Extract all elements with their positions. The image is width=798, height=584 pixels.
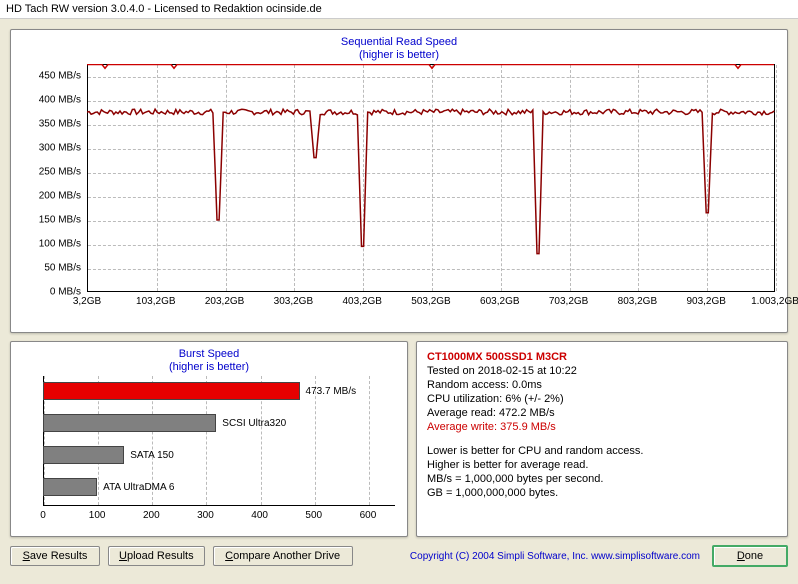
x-tick-label: 403,2GB: [342, 296, 381, 307]
x-tick-label: 103,2GB: [136, 296, 175, 307]
sequential-chart-panel: Sequential Read Speed (higher is better)…: [10, 29, 788, 333]
avg-read: Average read: 472.2 MB/s: [427, 406, 777, 420]
x-tick-label: 203,2GB: [205, 296, 244, 307]
x-tick-label: 703,2GB: [549, 296, 588, 307]
burst-chart-panel: Burst Speed (higher is better) 010020030…: [10, 341, 408, 537]
burst-x-tick: 0: [40, 510, 46, 521]
burst-bar: SCSI Ultra320: [43, 414, 286, 432]
burst-x-tick: 600: [360, 510, 377, 521]
burst-x-tick: 200: [143, 510, 160, 521]
y-tick-label: 450 MB/s: [11, 71, 81, 82]
burst-bar: ATA UltraDMA 6: [43, 478, 174, 496]
x-tick-label: 503,2GB: [411, 296, 450, 307]
x-tick-label: 1.003,2GB: [751, 296, 798, 307]
cpu-util: CPU utilization: 6% (+/- 2%): [427, 392, 777, 406]
x-tick-label: 803,2GB: [618, 296, 657, 307]
sequential-plot-area: 0 MB/s 50 MB/s 100 MB/s 150 MB/s 200 MB/s 250…: [11, 30, 787, 332]
x-tick-label: 903,2GB: [686, 296, 725, 307]
note-3: MB/s = 1,000,000 bytes per second.: [427, 472, 777, 486]
burst-plot-area: 0 100 200 300 400 500 600 473.7 MB/s SCSI Ultra3…: [11, 342, 407, 536]
y-tick-label: 250 MB/s: [11, 167, 81, 178]
upload-results-button[interactable]: Upload Results: [108, 546, 205, 566]
save-results-button[interactable]: Save Results: [10, 546, 100, 566]
tested-on: Tested on 2018-02-15 at 10:22: [427, 364, 777, 378]
main-content: Sequential Read Speed (higher is better)…: [0, 19, 798, 577]
window-titlebar: HD Tach RW version 3.0.4.0 - Licensed to…: [0, 0, 798, 19]
note-4: GB = 1,000,000,000 bytes.: [427, 486, 777, 500]
done-button[interactable]: Done: [712, 545, 788, 567]
y-tick-label: 100 MB/s: [11, 239, 81, 250]
burst-bar: 473.7 MB/s: [43, 382, 356, 400]
drive-name: CT1000MX 500SSD1 M3CR: [427, 350, 777, 364]
info-panel: CT1000MX 500SSD1 M3CR Tested on 2018-02-…: [416, 341, 788, 537]
y-tick-label: 0 MB/s: [11, 287, 81, 298]
y-tick-label: 300 MB/s: [11, 143, 81, 154]
y-tick-label: 150 MB/s: [11, 215, 81, 226]
bar-fill: [43, 414, 216, 432]
bar-label: SCSI Ultra320: [222, 418, 286, 429]
bar-label: 473.7 MB/s: [306, 386, 357, 397]
x-tick-label: 603,2GB: [480, 296, 519, 307]
bar-label: ATA UltraDMA 6: [103, 482, 174, 493]
x-tick-label: 3,2GB: [73, 296, 101, 307]
burst-x-tick: 100: [89, 510, 106, 521]
burst-bar: SATA 150: [43, 446, 174, 464]
y-tick-label: 400 MB/s: [11, 95, 81, 106]
note-1: Lower is better for CPU and random acces…: [427, 444, 777, 458]
bar-fill: [43, 446, 124, 464]
burst-x-tick: 400: [251, 510, 268, 521]
compare-drive-button[interactable]: Compare Another Drive: [213, 546, 353, 566]
copyright-text: Copyright (C) 2004 Simpli Software, Inc.…: [361, 551, 704, 562]
bottom-toolbar: Save Results Upload Results Compare Anot…: [10, 545, 788, 567]
y-tick-label: 200 MB/s: [11, 191, 81, 202]
y-tick-label: 350 MB/s: [11, 119, 81, 130]
window-title: HD Tach RW version 3.0.4.0 - Licensed to…: [6, 3, 322, 15]
note-2: Higher is better for average read.: [427, 458, 777, 472]
avg-write: Average write: 375.9 MB/s: [427, 420, 777, 434]
x-tick-label: 303,2GB: [274, 296, 313, 307]
bar-label: SATA 150: [130, 450, 174, 461]
bar-fill: [43, 478, 97, 496]
burst-x-tick: 300: [197, 510, 214, 521]
burst-x-tick: 500: [305, 510, 322, 521]
y-tick-label: 50 MB/s: [11, 263, 81, 274]
random-access: Random access: 0.0ms: [427, 378, 777, 392]
bar-fill: [43, 382, 300, 400]
